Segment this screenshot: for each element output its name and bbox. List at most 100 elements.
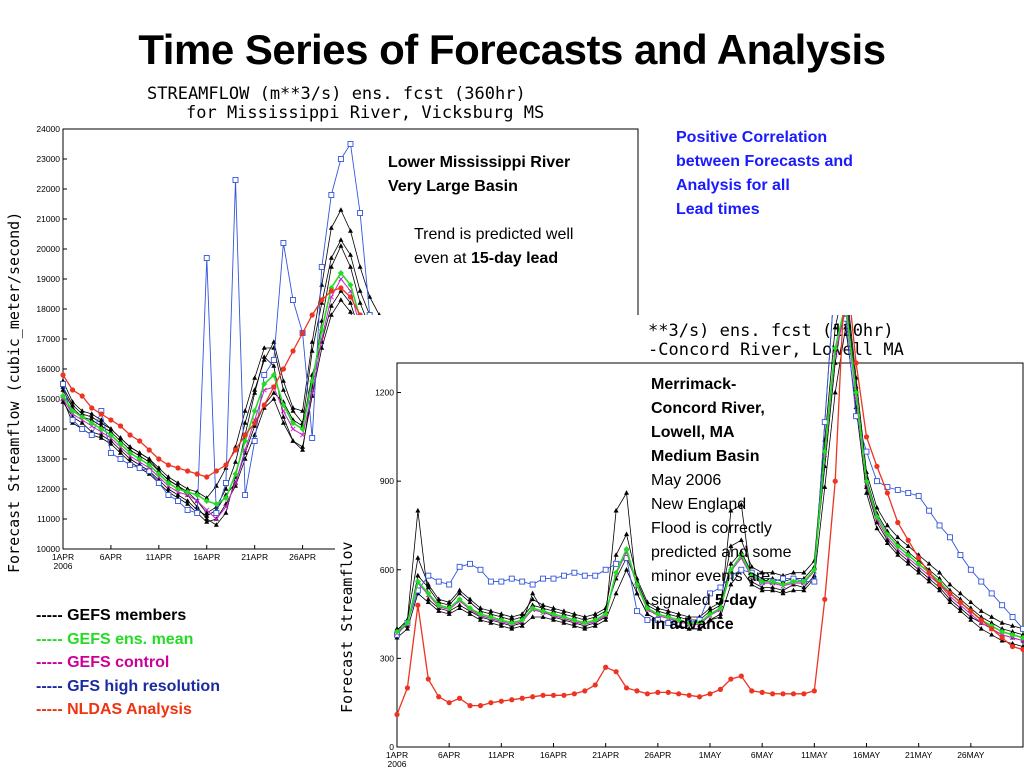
- gfs-point: [69, 417, 76, 423]
- member-point: [223, 510, 229, 515]
- member-point: [561, 608, 567, 613]
- annotation-line: Very Large Basin: [388, 178, 518, 195]
- analysis-point: [863, 434, 870, 440]
- gfs-point: [550, 575, 557, 582]
- member-point: [770, 587, 776, 593]
- mean-point: [800, 578, 807, 585]
- member-point: [415, 572, 421, 578]
- member-point: [1010, 623, 1016, 628]
- member-point: [624, 566, 630, 572]
- x-tick-label: 16MAY: [853, 750, 881, 760]
- mean-point: [242, 438, 249, 444]
- mean-point: [873, 513, 880, 520]
- member-point: [108, 426, 114, 431]
- member-point: [488, 608, 494, 613]
- gfs-point: [873, 478, 880, 485]
- analysis-point: [271, 384, 277, 390]
- analysis-point: [822, 596, 828, 602]
- y-tick-label: 19000: [36, 274, 60, 284]
- member-point: [790, 587, 796, 593]
- member-point: [634, 590, 640, 596]
- member-point: [989, 614, 995, 619]
- annotation-line: Analysis for all: [676, 177, 790, 194]
- analysis-point: [947, 590, 953, 596]
- member-point: [780, 590, 786, 596]
- annotation-line: minor events are: [651, 568, 771, 585]
- annotation-line: Medium Basin: [651, 448, 760, 465]
- gfs-point: [487, 578, 494, 585]
- member-point: [271, 396, 277, 401]
- member-point: [957, 590, 963, 596]
- analysis-point: [108, 417, 114, 423]
- gfs-point: [309, 435, 316, 441]
- gfs-point: [347, 141, 354, 147]
- mean-point: [404, 619, 411, 626]
- gfs-point: [1009, 614, 1016, 620]
- analysis-point: [707, 691, 713, 697]
- member-point: [582, 617, 588, 622]
- gfs-point: [261, 372, 268, 378]
- legend-label: NLDAS Analysis: [67, 701, 192, 718]
- member-point: [108, 441, 114, 446]
- member-point: [338, 237, 344, 242]
- member-point: [271, 390, 277, 395]
- member-point: [280, 414, 286, 419]
- x-tick-label: 21MAY: [905, 750, 933, 760]
- analysis-point: [717, 686, 724, 692]
- member-point: [676, 614, 682, 619]
- member-point: [328, 264, 334, 269]
- member-point: [252, 375, 258, 380]
- analysis-point: [530, 694, 536, 700]
- member-point: [348, 228, 353, 233]
- member-point: [118, 450, 123, 455]
- member-point: [874, 525, 880, 531]
- annotation-line: Lowell, MA: [651, 424, 735, 441]
- gfs-point: [203, 255, 210, 261]
- x-tick-label: 6APR: [438, 750, 460, 760]
- analysis-point: [696, 694, 703, 700]
- member-point: [884, 522, 890, 528]
- member-point: [1010, 640, 1016, 646]
- mean-point: [592, 616, 599, 623]
- gfs-point: [780, 575, 786, 582]
- analysis-point: [550, 692, 557, 698]
- mean-point: [863, 478, 870, 485]
- member-point: [498, 623, 504, 628]
- member-point: [118, 435, 123, 440]
- legend-dash: -----: [36, 654, 63, 671]
- member-point: [968, 599, 974, 605]
- member-point: [223, 486, 229, 491]
- mean-point: [727, 566, 734, 573]
- member-point: [98, 423, 104, 428]
- mean-point: [853, 389, 860, 396]
- analysis-point: [801, 691, 807, 697]
- gfs-point: [318, 264, 325, 270]
- control-point: [204, 507, 210, 513]
- legend-label: GEFS ens. mean: [67, 630, 194, 648]
- gfs-point: [328, 192, 335, 198]
- mean-point: [508, 619, 515, 626]
- mean-point: [394, 628, 400, 635]
- annotation-line: signaled 5-day: [651, 589, 792, 613]
- member-point: [947, 596, 953, 602]
- member-point: [404, 626, 410, 631]
- x-tick-label: 21APR: [592, 750, 619, 760]
- member-point: [728, 561, 734, 566]
- member-point: [999, 626, 1005, 631]
- correlation-annotation: Positive Correlation between Forecasts a…: [676, 126, 853, 222]
- analysis-point: [686, 692, 692, 698]
- y-tick-label: 14000: [36, 424, 60, 434]
- member-point: [989, 620, 995, 625]
- member-point: [864, 490, 869, 495]
- analysis-point: [895, 519, 901, 526]
- legend-label: GFS high resolution: [67, 677, 220, 695]
- gfs-point: [592, 572, 599, 579]
- mean-point: [290, 420, 296, 426]
- legend-label: GEFS control: [67, 654, 170, 671]
- member-point: [436, 608, 442, 613]
- mean-point: [560, 614, 567, 621]
- gfs-point: [905, 490, 912, 496]
- member-point: [204, 519, 210, 524]
- mean-point: [665, 614, 672, 621]
- legend-label: GEFS members: [67, 607, 187, 624]
